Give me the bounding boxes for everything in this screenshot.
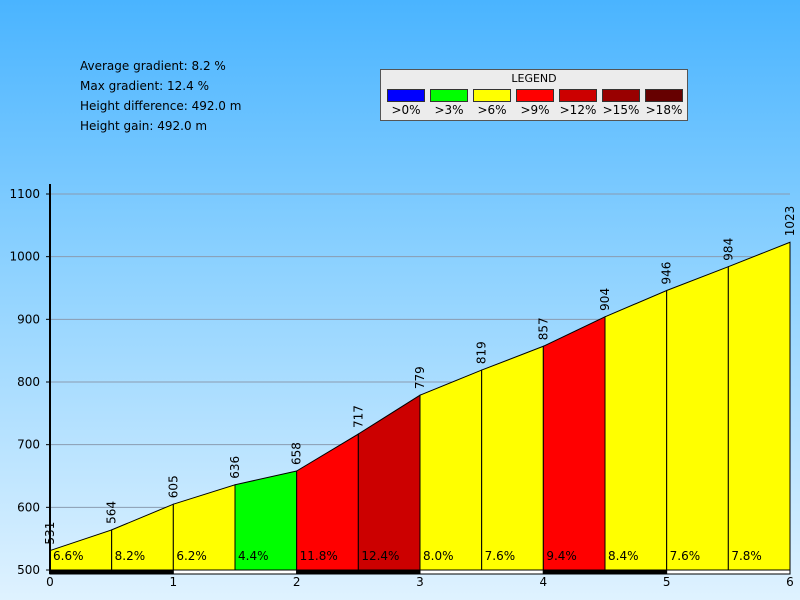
elevation-label: 946 (660, 262, 674, 285)
legend-item: >6% (473, 89, 511, 117)
elevation-label: 1023 (783, 206, 797, 237)
x-tick-label: 0 (46, 575, 54, 589)
elevation-label: 605 (166, 475, 180, 498)
segment-gradient-label: 12.4% (361, 549, 399, 563)
x-tick-label: 5 (663, 575, 671, 589)
x-axis-bar (296, 569, 421, 575)
height-difference-text: Height difference: 492.0 m (80, 99, 242, 113)
legend-title: LEGEND (511, 72, 557, 85)
y-tick-label: 1000 (9, 250, 40, 264)
legend-swatch (516, 89, 554, 102)
legend-label: >9% (520, 103, 550, 117)
legend-item: >0% (387, 89, 425, 117)
profile-segment (727, 241, 791, 571)
legend-item: >12% (559, 89, 597, 117)
average-gradient-text: Average gradient: 8.2 % (80, 59, 226, 73)
legend-swatch (602, 89, 640, 102)
elevation-label: 564 (105, 501, 119, 524)
legend: LEGEND >0% >3% >6% >9% >12% >15% >18% (380, 69, 688, 121)
elevation-label: 717 (351, 405, 365, 428)
legend-item: >9% (516, 89, 554, 117)
profile-segment (666, 265, 729, 571)
y-tick-label: 700 (17, 438, 40, 452)
legend-label: >3% (434, 103, 464, 117)
segment-gradient-label: 8.0% (423, 549, 454, 563)
profile-segment (419, 369, 483, 571)
segment-gradient-label: 4.4% (238, 549, 269, 563)
y-tick-label: 900 (17, 312, 40, 326)
x-axis-bar (419, 569, 544, 575)
x-tick-label: 4 (540, 575, 548, 589)
max-gradient-text: Max gradient: 12.4 % (80, 79, 209, 93)
segment-gradient-label: 11.8% (300, 549, 338, 563)
segment-gradient-label: 7.6% (485, 549, 515, 563)
y-tick-label: 1100 (9, 187, 40, 201)
elevation-label: 904 (598, 288, 612, 311)
legend-label: >6% (477, 103, 507, 117)
profile-segment (604, 289, 668, 571)
segment-gradient-label: 7.6% (670, 549, 701, 563)
legend-label: >12% (559, 103, 597, 117)
x-axis-bar (172, 569, 298, 575)
elevation-label: 658 (290, 442, 304, 465)
segment-gradient-label: 8.2% (115, 549, 145, 563)
segment-gradient-label: 7.8% (731, 549, 762, 563)
segment-gradient-label: 6.2% (176, 549, 207, 563)
segment-gradient-label: 9.4% (546, 549, 577, 563)
profile-segment (481, 345, 544, 571)
x-axis-bar (542, 569, 668, 575)
legend-swatch (430, 89, 468, 102)
legend-label: >15% (602, 103, 640, 117)
x-tick-label: 1 (170, 575, 178, 589)
elevation-label: 636 (228, 456, 242, 479)
y-tick-label: 800 (17, 375, 40, 389)
x-axis-bar (49, 569, 174, 575)
elevation-label: 779 (413, 366, 427, 389)
elevation-label: 819 (475, 341, 489, 364)
y-tick-label: 500 (17, 563, 40, 577)
legend-swatch (559, 89, 597, 102)
legend-item: >18% (645, 89, 683, 117)
elevation-label: 984 (721, 238, 735, 261)
x-tick-label: 2 (293, 575, 301, 589)
legend-label: >0% (391, 103, 421, 117)
legend-swatch (473, 89, 511, 102)
x-axis-bar (666, 569, 791, 575)
stats-panel: Average gradient: 8.2 % Max gradient: 12… (80, 56, 241, 136)
elevation-label: 857 (536, 317, 550, 340)
legend-item: >15% (602, 89, 640, 117)
height-gain-text: Height gain: 492.0 m (80, 119, 208, 133)
profile-segment (357, 394, 421, 571)
x-tick-label: 3 (416, 575, 424, 589)
legend-swatch (387, 89, 425, 102)
legend-swatch (645, 89, 683, 102)
segment-gradient-label: 6.6% (53, 549, 84, 563)
x-tick-label: 6 (786, 575, 794, 589)
legend-label: >18% (645, 103, 683, 117)
legend-item: >3% (430, 89, 468, 117)
y-tick-label: 600 (17, 500, 40, 514)
profile-segment (542, 316, 606, 571)
segment-gradient-label: 8.4% (608, 549, 639, 563)
